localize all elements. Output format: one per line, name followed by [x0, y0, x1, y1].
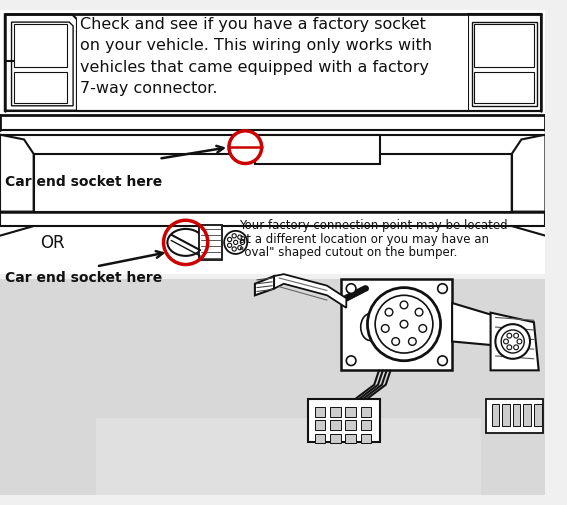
- Circle shape: [408, 338, 416, 345]
- Polygon shape: [0, 135, 33, 212]
- Circle shape: [400, 320, 408, 328]
- Polygon shape: [502, 404, 510, 426]
- Polygon shape: [14, 72, 67, 103]
- Circle shape: [234, 240, 238, 244]
- Polygon shape: [472, 22, 537, 106]
- Circle shape: [229, 131, 261, 164]
- Circle shape: [501, 330, 524, 353]
- Polygon shape: [330, 407, 341, 417]
- Circle shape: [419, 325, 426, 332]
- Ellipse shape: [167, 229, 204, 256]
- Circle shape: [496, 324, 530, 359]
- Ellipse shape: [361, 314, 380, 340]
- Text: "oval" shaped cutout on the bumper.: "oval" shaped cutout on the bumper.: [239, 246, 457, 259]
- Polygon shape: [361, 407, 371, 417]
- Ellipse shape: [427, 318, 439, 336]
- Circle shape: [240, 240, 244, 244]
- Polygon shape: [5, 15, 77, 111]
- Polygon shape: [534, 404, 541, 426]
- Circle shape: [514, 333, 518, 338]
- Polygon shape: [474, 72, 534, 103]
- Circle shape: [232, 247, 236, 251]
- Circle shape: [232, 234, 236, 238]
- Polygon shape: [330, 420, 341, 430]
- Polygon shape: [341, 279, 452, 370]
- Text: OR: OR: [40, 234, 65, 251]
- Polygon shape: [315, 420, 325, 430]
- Polygon shape: [512, 135, 545, 212]
- Text: on your vehicle. This wiring only works with: on your vehicle. This wiring only works …: [80, 38, 432, 54]
- Text: 7-way connector.: 7-way connector.: [80, 81, 217, 96]
- Text: vehicles that came equipped with a factory: vehicles that came equipped with a facto…: [80, 60, 429, 75]
- Circle shape: [227, 237, 232, 241]
- Circle shape: [385, 309, 393, 316]
- Circle shape: [400, 301, 408, 309]
- Text: at a different location or you may have an: at a different location or you may have …: [239, 233, 489, 246]
- Polygon shape: [255, 276, 274, 295]
- Circle shape: [375, 295, 433, 353]
- Polygon shape: [345, 434, 356, 443]
- Circle shape: [507, 333, 512, 338]
- Circle shape: [238, 245, 242, 250]
- Bar: [0, 10, 545, 274]
- Polygon shape: [11, 22, 73, 106]
- Circle shape: [224, 231, 247, 254]
- Circle shape: [438, 356, 447, 366]
- Polygon shape: [274, 274, 346, 308]
- Text: Car end socket here: Car end socket here: [5, 175, 162, 189]
- Circle shape: [238, 235, 242, 239]
- Bar: [0, 279, 545, 495]
- Circle shape: [438, 284, 447, 293]
- Circle shape: [517, 339, 522, 344]
- Polygon shape: [315, 434, 325, 443]
- Polygon shape: [490, 313, 539, 370]
- Polygon shape: [361, 434, 371, 443]
- Circle shape: [507, 345, 512, 350]
- Polygon shape: [452, 303, 505, 346]
- Circle shape: [227, 243, 232, 247]
- Circle shape: [382, 325, 389, 332]
- Polygon shape: [330, 434, 341, 443]
- Polygon shape: [345, 420, 356, 430]
- Polygon shape: [199, 225, 222, 260]
- Polygon shape: [308, 399, 380, 442]
- Circle shape: [346, 356, 356, 366]
- Circle shape: [392, 338, 400, 345]
- Polygon shape: [345, 407, 356, 417]
- Circle shape: [367, 288, 441, 361]
- Text: Check and see if you have a factory socket: Check and see if you have a factory sock…: [80, 17, 426, 32]
- Polygon shape: [474, 24, 534, 67]
- Bar: [96, 419, 481, 495]
- Polygon shape: [492, 404, 500, 426]
- Polygon shape: [513, 404, 521, 426]
- Polygon shape: [14, 24, 67, 67]
- Circle shape: [415, 309, 423, 316]
- Text: Your factory connection point may be located: Your factory connection point may be loc…: [239, 219, 507, 232]
- Circle shape: [514, 345, 518, 350]
- Circle shape: [346, 284, 356, 293]
- Circle shape: [503, 339, 509, 344]
- Text: Car end socket here: Car end socket here: [5, 271, 162, 285]
- Polygon shape: [523, 404, 531, 426]
- Polygon shape: [468, 15, 540, 111]
- Polygon shape: [486, 399, 544, 433]
- Polygon shape: [255, 135, 380, 164]
- Polygon shape: [77, 15, 468, 111]
- Polygon shape: [315, 407, 325, 417]
- Polygon shape: [361, 420, 371, 430]
